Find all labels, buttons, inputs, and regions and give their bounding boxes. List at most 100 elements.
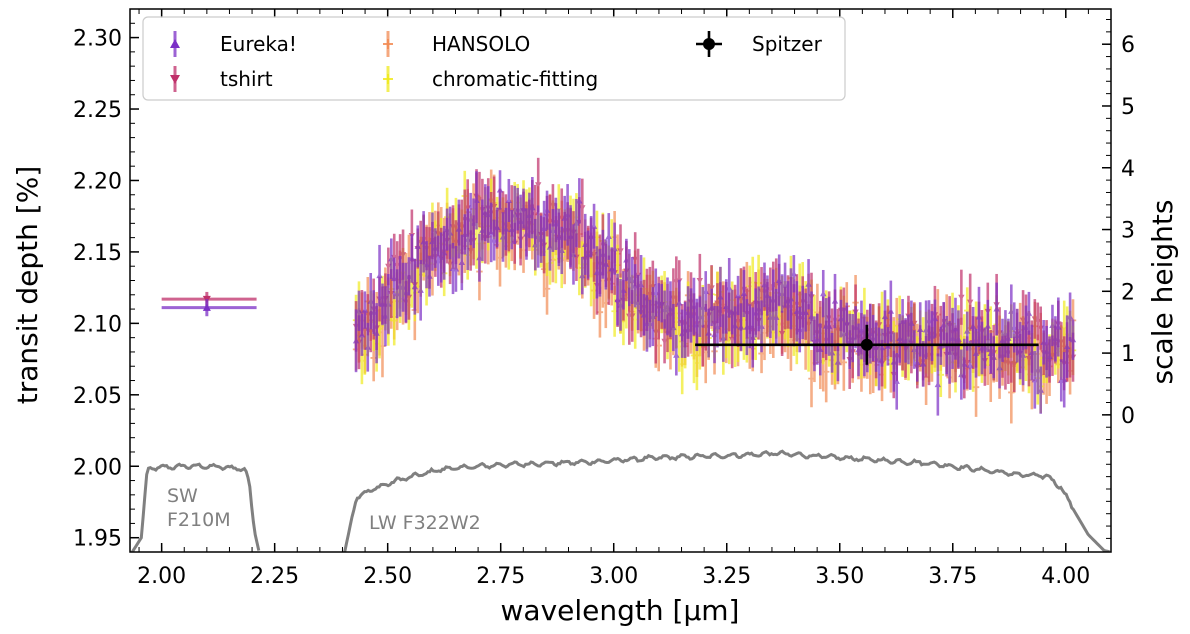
data-point [708,285,715,292]
data-point [1031,376,1039,383]
data-point [535,233,542,240]
data-point [579,205,586,212]
y-tick-label: 2.30 [73,27,122,52]
data-point [737,323,745,330]
data-point [652,329,659,336]
data-point [726,284,733,291]
data-point [617,248,624,255]
data-point [582,241,589,247]
data-point [911,320,918,327]
data-point [535,182,542,189]
data-point [449,224,457,231]
data-point [981,344,989,351]
data-point [476,197,483,203]
data-point [1052,335,1059,342]
data-point [543,206,551,213]
data-point [1037,325,1044,332]
data-point [661,338,668,345]
data-point [376,272,383,279]
data-point [476,254,483,261]
data-point [946,349,953,355]
data-point [505,224,513,230]
data-point [711,331,718,338]
right-y-tick-label: 2 [1121,280,1135,305]
data-point [631,256,639,263]
right-y-tick-label: 1 [1121,342,1135,367]
data-point [608,265,615,272]
data-point [761,281,768,288]
data-point [479,227,486,233]
data-point [775,277,783,283]
data-point [370,309,377,315]
data-point [391,317,398,324]
data-point [1025,310,1033,316]
data-point [508,226,515,233]
data-point [458,259,466,265]
data-point [781,305,789,312]
data-point [417,287,424,293]
data-point [1049,322,1056,329]
data-point [496,186,504,193]
data-point [670,324,677,331]
data-point [570,251,577,258]
data-point [514,205,521,212]
legend-box [142,16,846,101]
data-point [693,321,701,328]
data-point [596,269,604,276]
data-point [573,219,580,226]
data-point [473,197,480,203]
data-point [1011,324,1018,330]
data-point [890,358,897,365]
y-tick-label: 2.10 [73,312,122,337]
data-point [1002,360,1009,366]
y-tick-label: 2.00 [73,455,122,480]
data-point [822,368,830,375]
data-point [435,257,442,264]
data-point [679,330,686,337]
data-point [620,287,627,293]
data-point [523,230,530,237]
data-point [590,223,598,229]
data-point [737,296,745,303]
right-y-tick-label: 6 [1121,33,1135,58]
data-point [1040,339,1047,345]
data-point [511,211,518,218]
data-point [629,313,636,320]
data-point [687,312,695,319]
data-point [602,261,610,267]
data-point [1011,361,1018,368]
data-point [388,290,395,297]
data-point [778,290,786,297]
data-point [361,327,369,334]
data-point [770,296,777,303]
data-point [955,335,962,342]
x-tick-label: 2.75 [476,564,525,589]
data-point [790,270,798,277]
x-tick-label: 3.75 [928,564,977,589]
data-point [723,303,730,309]
data-point [520,205,527,212]
data-point [784,297,792,304]
data-point [385,263,392,270]
data-point [825,323,833,329]
data-point [446,229,454,236]
data-point [987,350,994,357]
legend-marker-spitzer [703,38,715,50]
data-point [584,251,592,258]
data-point [617,301,624,308]
x-tick-label: 3.50 [815,564,864,589]
data-point [805,321,812,328]
data-point [714,300,721,307]
data-point [443,226,451,233]
data-point [432,244,439,251]
data-point [917,326,924,332]
data-point [426,273,433,279]
x-tick-label: 2.50 [363,564,412,589]
data-point [367,297,374,304]
legend-label-spitzer: Spitzer [752,32,823,56]
data-point [802,309,809,315]
data-point [1063,343,1071,350]
data-point [755,305,762,312]
right-y-axis-label: scale heights [1146,200,1179,385]
data-point [828,349,836,356]
